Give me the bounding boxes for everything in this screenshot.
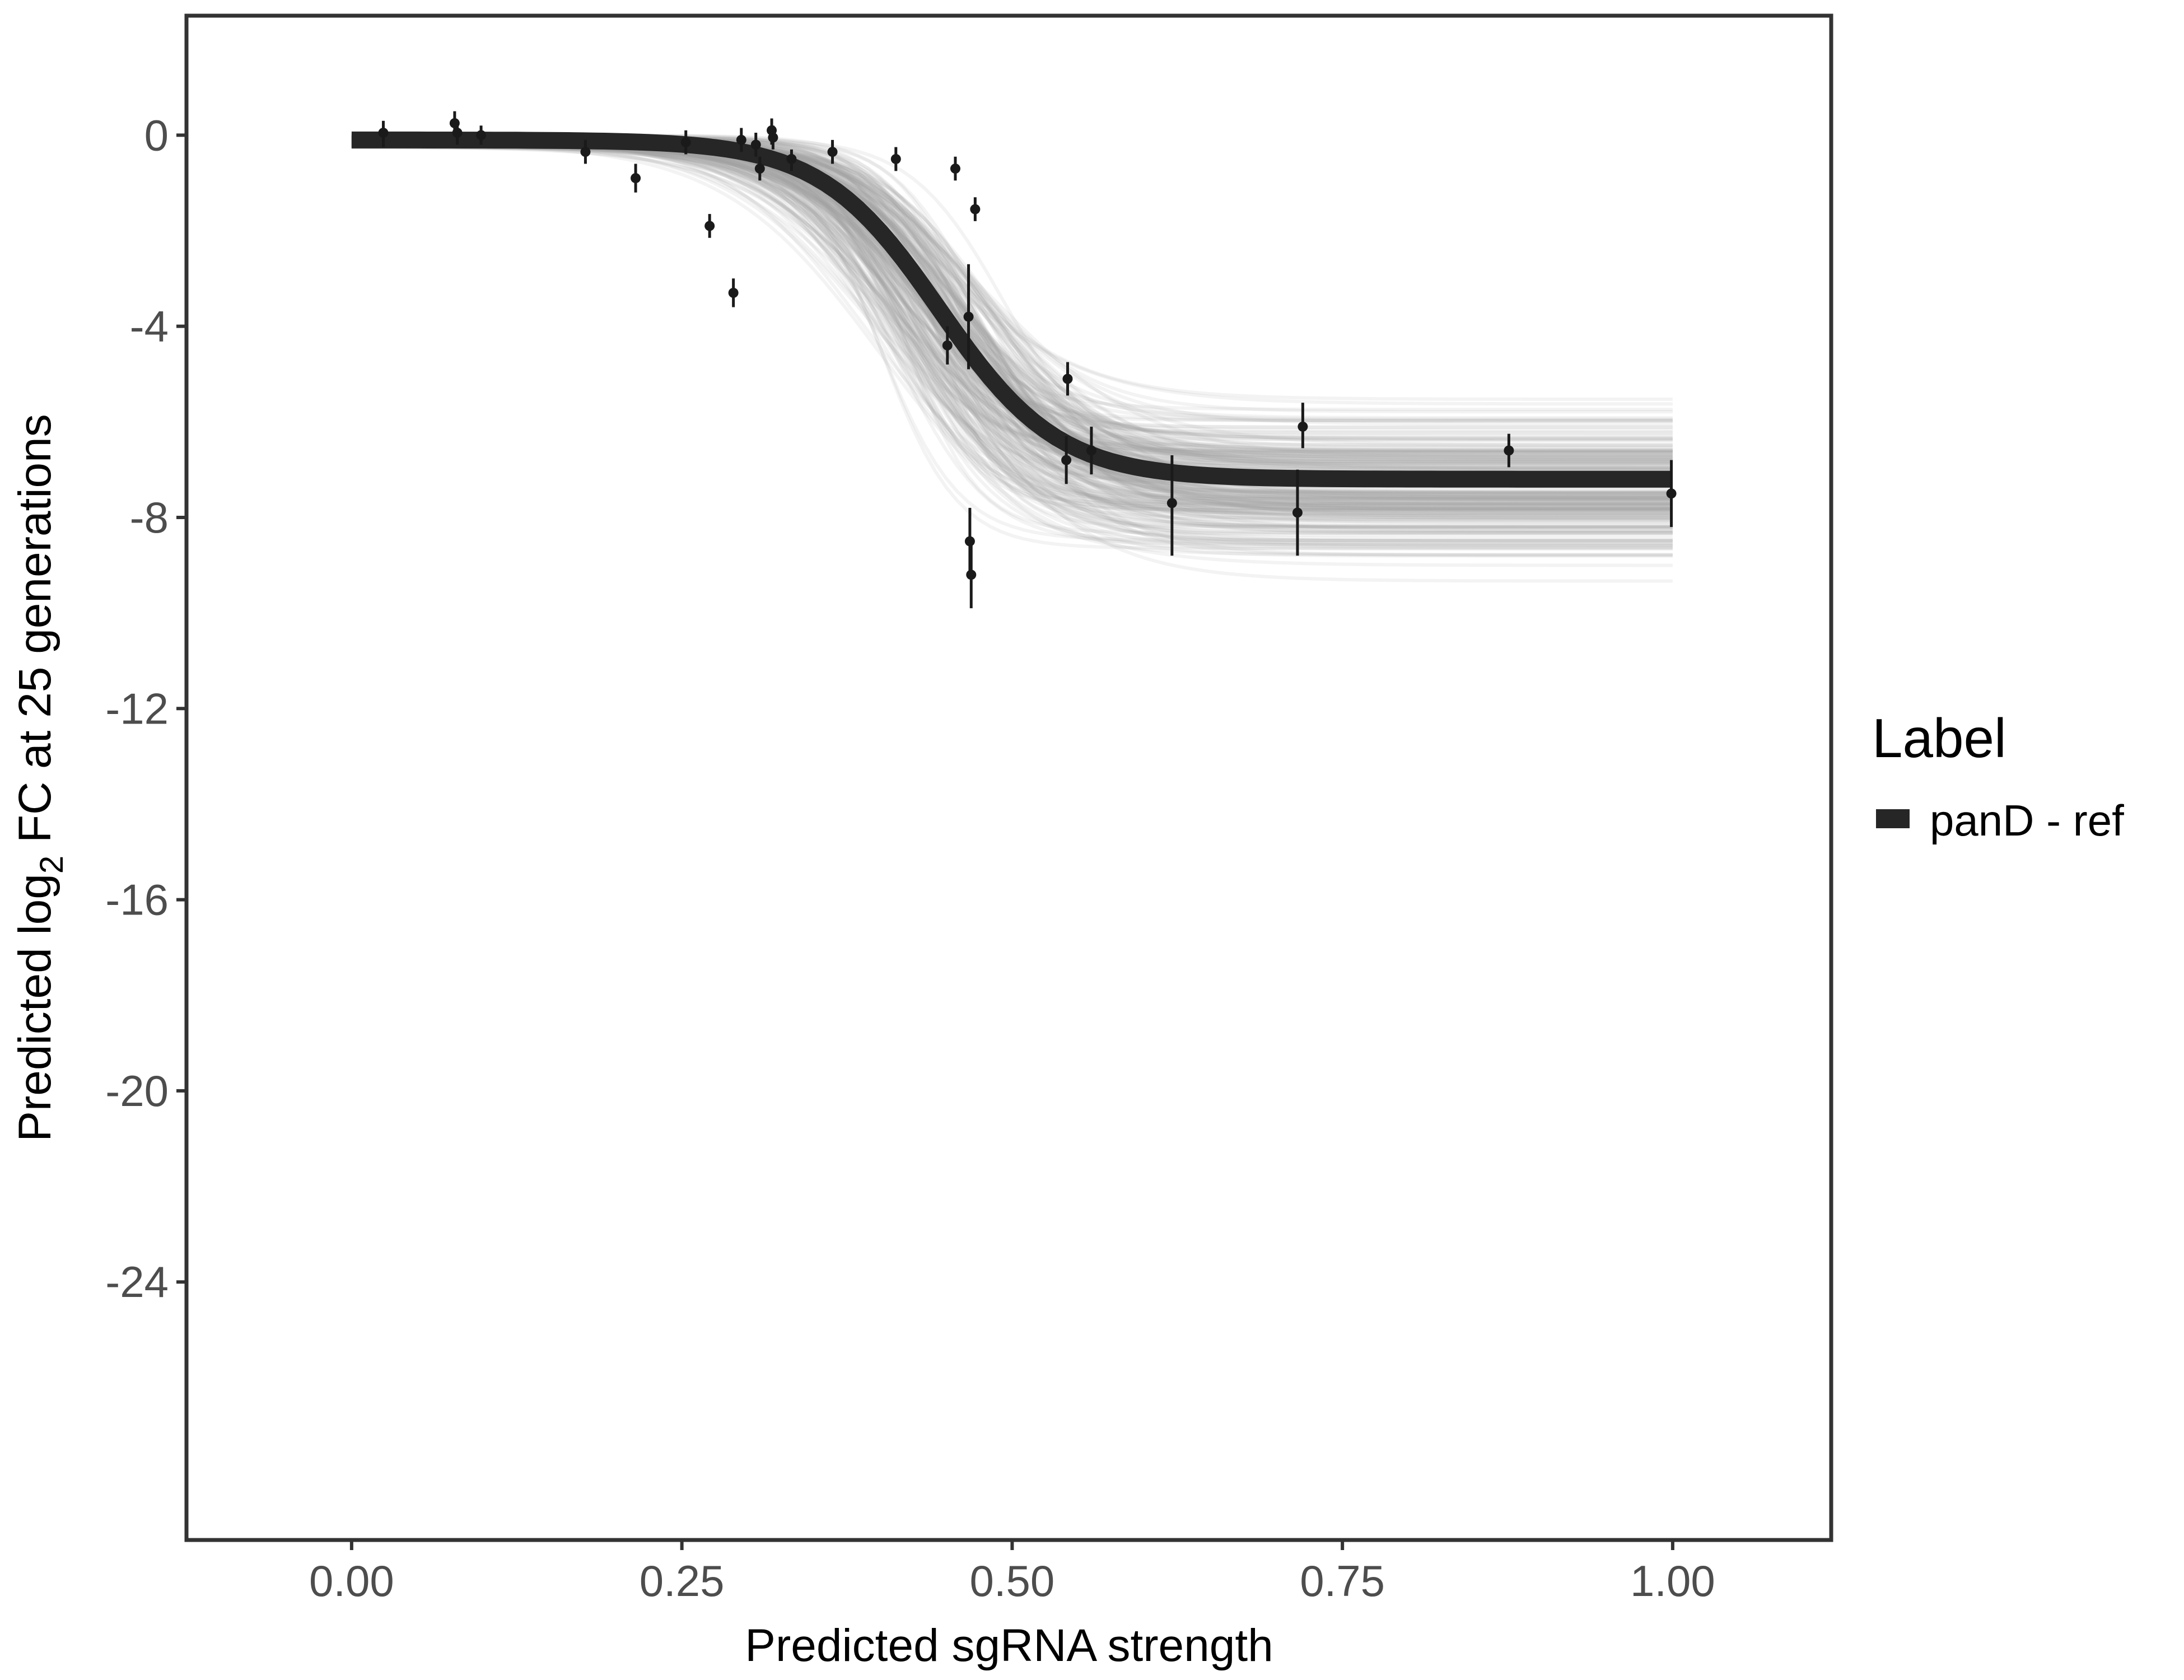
posterior-draw-line: [351, 145, 1673, 494]
data-point: [950, 164, 960, 174]
y-tick-label: -4: [130, 302, 169, 351]
posterior-draw-line: [351, 145, 1673, 520]
y-axis-title: Predicted log2 FC at 25 generations: [10, 414, 70, 1141]
data-point: [728, 287, 739, 298]
data-point: [1292, 507, 1303, 518]
x-tick-label: 0.50: [969, 1556, 1054, 1606]
x-tick-label: 0.75: [1300, 1556, 1385, 1606]
data-point: [1504, 445, 1514, 456]
legend: Label panD - ref: [1872, 707, 2124, 845]
y-tick-label: -24: [105, 1257, 169, 1306]
legend-label-panD-ref: panD - ref: [1930, 796, 2124, 845]
data-point: [1062, 374, 1073, 384]
data-point: [680, 137, 691, 148]
y-axis: 0 -4 -8 -12 -16 -20 -24: [105, 110, 186, 1306]
posterior-draw-line: [351, 146, 1673, 547]
x-axis: 0.00 0.25 0.50 0.75 1.00: [309, 1540, 1715, 1606]
data-point: [1061, 455, 1072, 465]
posterior-draw-line: [351, 142, 1673, 567]
data-point: [786, 153, 797, 164]
posterior-draw-line: [351, 145, 1673, 583]
data-point: [963, 311, 974, 322]
y-tick-label: -12: [105, 684, 169, 733]
data-point: [970, 204, 981, 214]
x-tick-label: 0.25: [640, 1556, 725, 1606]
data-point: [966, 570, 977, 580]
legend-key-panD-ref: [1876, 809, 1910, 828]
data-point: [476, 130, 487, 141]
x-tick-label: 1.00: [1630, 1556, 1715, 1606]
series-line-panD-ref: [351, 131, 1673, 488]
data-point: [750, 139, 761, 150]
data-point: [942, 340, 953, 351]
fitted-curve-layer: [351, 131, 1673, 488]
posterior-draws: [351, 133, 1673, 583]
y-tick-label: -16: [105, 875, 169, 925]
data-point: [631, 173, 641, 184]
y-tick-label: 0: [144, 110, 169, 160]
data-point: [890, 153, 901, 164]
data-point: [1298, 421, 1308, 432]
y-axis-title-suffix: FC at 25 generations: [10, 414, 60, 856]
y-axis-title-subscript: 2: [34, 856, 70, 874]
data-point: [754, 164, 765, 174]
x-axis-title: Predicted sgRNA strength: [745, 1620, 1273, 1671]
data-point: [1666, 488, 1677, 499]
posterior-draw-line: [351, 145, 1673, 508]
data-point: [452, 128, 463, 138]
y-tick-label: -20: [105, 1066, 169, 1116]
data-point: [768, 132, 778, 143]
x-tick-label: 0.00: [309, 1556, 394, 1606]
data-points: [378, 111, 1677, 609]
y-axis-title-prefix: Predicted log: [10, 874, 60, 1142]
plot-panel-border: [184, 13, 1833, 1542]
y-tick-label: -8: [130, 493, 169, 542]
posterior-draw-line: [351, 144, 1673, 533]
legend-title: Label: [1872, 707, 2006, 769]
data-point: [827, 147, 838, 157]
data-point: [736, 134, 746, 145]
data-point: [704, 221, 715, 231]
data-point: [1086, 445, 1096, 456]
data-point: [1166, 498, 1177, 508]
data-point: [580, 147, 591, 157]
data-point: [378, 128, 389, 138]
